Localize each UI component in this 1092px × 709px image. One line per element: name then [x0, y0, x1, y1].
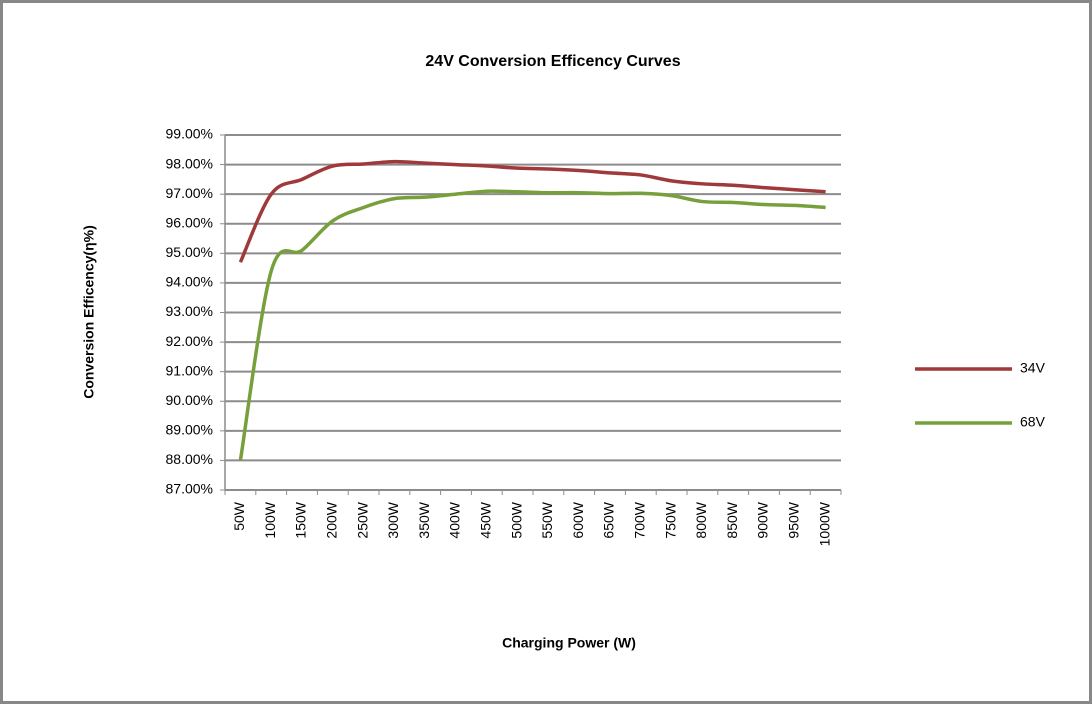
y-tick-label: 91.00%	[166, 362, 213, 378]
x-tick-label: 550W	[539, 501, 555, 538]
x-tick-label: 300W	[385, 501, 401, 538]
x-tick-label: 950W	[786, 501, 802, 538]
x-tick-label: 50W	[231, 501, 247, 531]
y-tick-label: 88.00%	[166, 451, 213, 467]
y-tick-label: 96.00%	[166, 214, 213, 230]
x-tick-label: 450W	[478, 501, 494, 538]
x-tick-label: 350W	[416, 501, 432, 538]
y-axis-label: Conversion Efficency(η%)	[81, 225, 97, 398]
x-tick-label: 1000W	[816, 501, 832, 546]
y-tick-label: 94.00%	[166, 274, 213, 290]
y-tick-label: 98.00%	[166, 155, 213, 171]
x-tick-label: 650W	[601, 501, 617, 538]
y-tick-label: 99.00%	[166, 126, 213, 142]
chart-title: 24V Conversion Efficency Curves	[425, 53, 680, 70]
x-axis-label: Charging Power (W)	[502, 635, 636, 651]
y-tick-label: 89.00%	[166, 422, 213, 438]
series-line	[238, 189, 826, 461]
x-tick-label: 250W	[354, 501, 370, 538]
x-tick-label: 200W	[324, 501, 340, 538]
y-tick-label: 93.00%	[166, 303, 213, 319]
x-tick-label: 800W	[693, 501, 709, 538]
x-tick-label: 400W	[447, 501, 463, 538]
x-tick-label: 850W	[724, 501, 740, 538]
y-tick-label: 87.00%	[166, 481, 213, 497]
x-tick-label: 150W	[293, 501, 309, 538]
legend-label: 68V	[1020, 414, 1046, 430]
y-tick-label: 90.00%	[166, 392, 213, 408]
x-tick-label: 900W	[755, 501, 771, 538]
x-tick-label: 100W	[262, 501, 278, 538]
x-tick-label: 500W	[508, 501, 524, 538]
x-tick-label: 700W	[632, 501, 648, 538]
x-tick-label: 600W	[570, 501, 586, 538]
series-line	[238, 159, 826, 263]
x-tick-label: 750W	[662, 501, 678, 538]
y-tick-label: 95.00%	[166, 244, 213, 260]
legend-label: 34V	[1020, 360, 1046, 376]
y-tick-label: 92.00%	[166, 333, 213, 349]
y-tick-label: 97.00%	[166, 185, 213, 201]
